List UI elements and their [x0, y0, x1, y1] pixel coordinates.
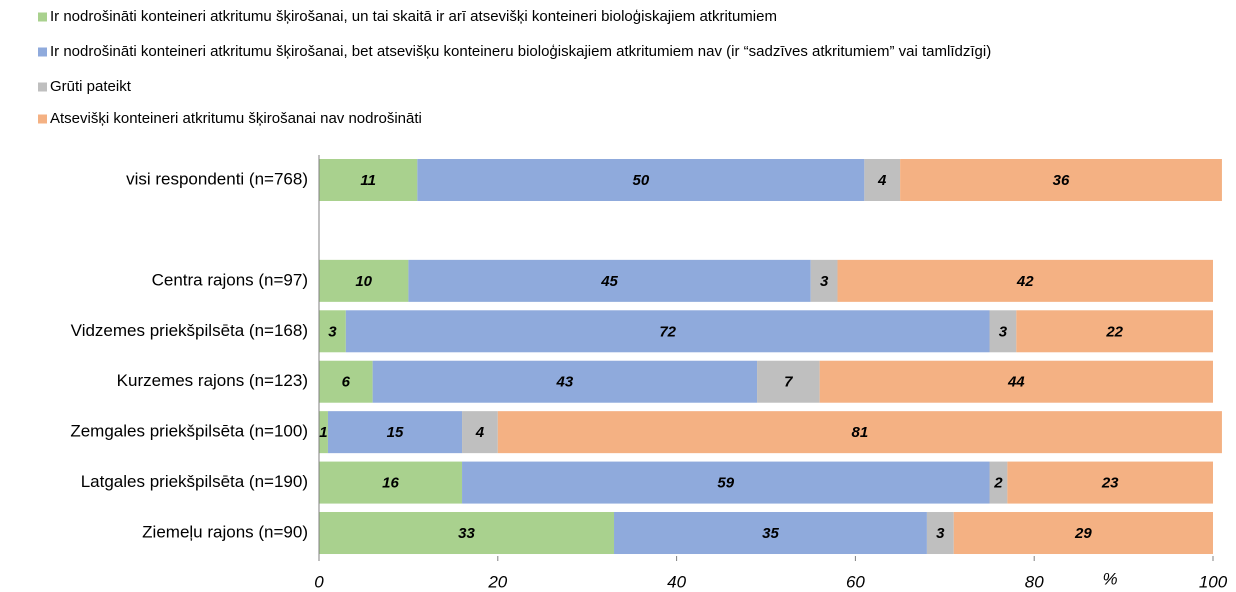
bar-segment — [345, 310, 990, 353]
y-tick-label: Zemgales priekšpilsēta (n=100) — [70, 422, 308, 441]
bar-segment — [1016, 310, 1213, 353]
data-label: 7 — [784, 374, 793, 391]
data-label: 1 — [319, 424, 327, 441]
bar-segment — [319, 159, 418, 201]
bar-segment — [327, 411, 463, 454]
data-label: 23 — [1101, 475, 1119, 492]
legend-label: Atsevišķi konteineri atkritumu šķirošana… — [50, 110, 422, 127]
data-label: 3 — [820, 273, 829, 290]
data-label: 81 — [852, 424, 869, 441]
data-label: 33 — [458, 525, 475, 542]
bar-segment — [900, 159, 1222, 201]
bar-segment — [819, 360, 1213, 403]
bar-segment — [989, 310, 1017, 353]
bar-segment — [926, 512, 954, 555]
data-label: 42 — [1016, 273, 1034, 290]
x-axis-label: % — [1102, 569, 1117, 588]
bar-segment — [319, 310, 346, 353]
bar-segment — [837, 259, 1213, 302]
bar-segment — [462, 411, 498, 454]
y-tick-label: Kurzemes rajons (n=123) — [117, 371, 308, 390]
data-label: 50 — [632, 172, 649, 189]
data-label: 59 — [717, 475, 734, 492]
data-label: 36 — [1053, 172, 1070, 189]
legend-swatch — [38, 82, 47, 92]
x-tick-label: 80 — [1025, 572, 1044, 591]
y-tick-label: Centra rajons (n=97) — [152, 270, 308, 289]
y-tick-label: Ziemeļu rajons (n=90) — [142, 522, 308, 541]
x-tick-label: 40 — [667, 572, 686, 591]
legend-label: Ir nodrošināti konteineri atkritumu šķir… — [50, 43, 991, 60]
x-tick-label: 100 — [1199, 572, 1228, 591]
bar-segment — [989, 461, 1008, 504]
data-label: 2 — [993, 475, 1003, 492]
legend-label: Grūti pateikt — [50, 78, 132, 95]
data-label: 29 — [1074, 525, 1092, 542]
data-label: 4 — [877, 172, 887, 189]
bar-segment — [319, 360, 373, 403]
data-label: 4 — [475, 424, 485, 441]
bar-segment — [319, 411, 328, 454]
data-label: 72 — [659, 323, 676, 340]
data-label: 3 — [936, 525, 945, 542]
x-tick-label: 0 — [314, 572, 324, 591]
bar-segment — [810, 259, 838, 302]
bar-segment — [864, 159, 901, 201]
y-tick-label: visi respondenti (n=768) — [126, 169, 308, 188]
bar-segment — [417, 159, 865, 201]
bar-segment — [757, 360, 820, 403]
bar-segment — [408, 259, 811, 302]
bar-segment — [953, 512, 1213, 555]
data-label: 6 — [342, 374, 351, 391]
bar-segment — [319, 512, 615, 555]
data-label: 3 — [999, 323, 1008, 340]
legend-label: Ir nodrošināti konteineri atkritumu šķir… — [50, 8, 777, 25]
bar-segment — [319, 259, 409, 302]
data-label: 45 — [600, 273, 618, 290]
data-label: 16 — [382, 475, 399, 492]
bar-segment — [319, 461, 463, 504]
bar-segment — [462, 461, 990, 504]
data-label: 35 — [762, 525, 779, 542]
bar-segment — [497, 411, 1222, 454]
x-tick-label: 60 — [846, 572, 865, 591]
data-label: 10 — [355, 273, 372, 290]
y-tick-label: Latgales priekšpilsēta (n=190) — [81, 472, 308, 491]
data-label: 43 — [556, 374, 574, 391]
data-label: 3 — [328, 323, 337, 340]
data-label: 44 — [1007, 374, 1025, 391]
y-tick-label: Vidzemes priekšpilsēta (n=168) — [71, 321, 308, 340]
x-tick-label: 20 — [487, 572, 507, 591]
data-label: 15 — [387, 424, 404, 441]
legend-swatch — [38, 12, 47, 22]
legend-swatch — [38, 47, 47, 57]
bar-segment — [1007, 461, 1213, 504]
legend-swatch — [38, 114, 47, 124]
data-label: 11 — [360, 172, 376, 189]
bar-segment — [372, 360, 758, 403]
bar-segment — [614, 512, 927, 555]
data-label: 22 — [1105, 323, 1123, 340]
